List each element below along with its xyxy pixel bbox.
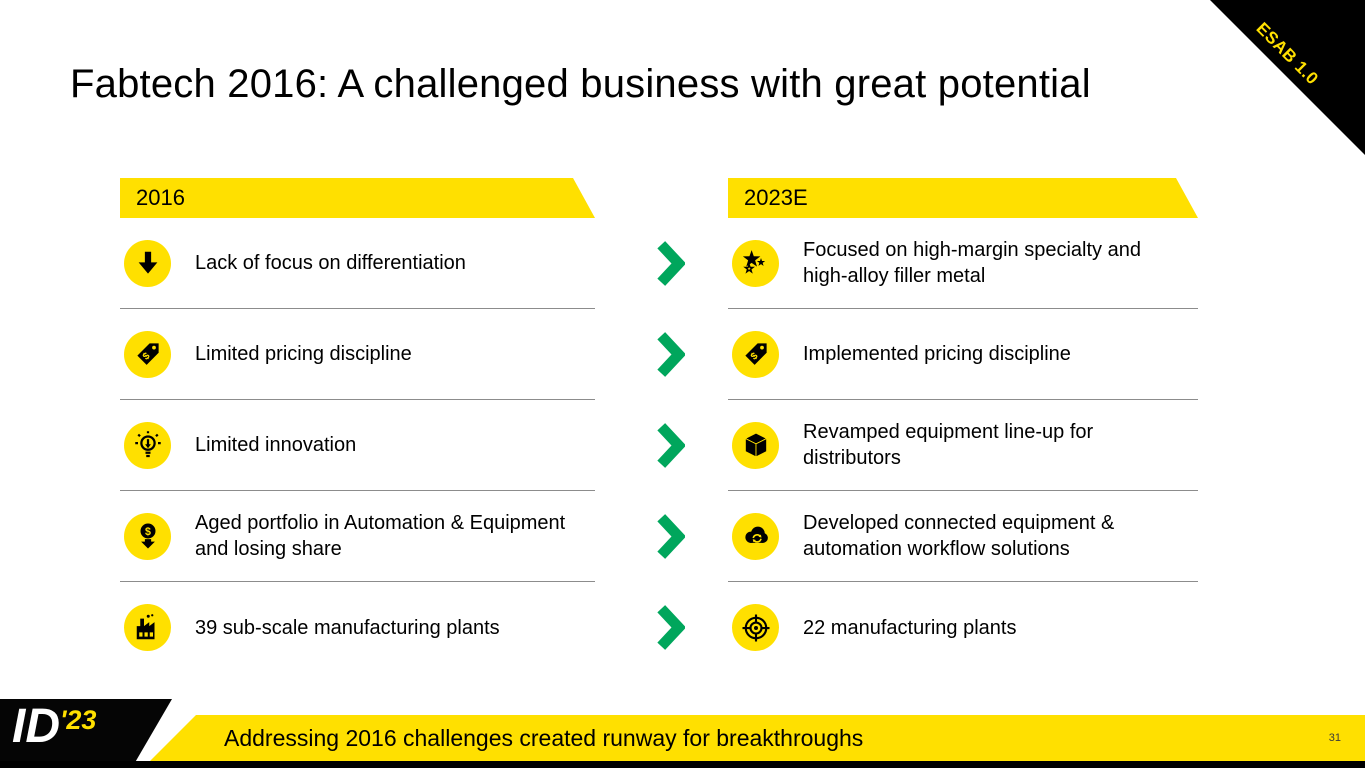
column-header-label: 2023E <box>744 185 808 210</box>
column-header-2023e: 2023E <box>728 178 1198 218</box>
chevron-right-icon <box>640 491 700 582</box>
price-tag-icon: $ <box>124 330 171 378</box>
chevron-column <box>640 218 700 673</box>
package-icon <box>732 421 779 469</box>
svg-text:$: $ <box>145 526 151 538</box>
column-2023e: 2023E Focused on high-margin specialty a… <box>728 178 1198 673</box>
list-item-text: Limited pricing discipline <box>195 343 412 365</box>
cloud-sync-icon <box>732 512 779 560</box>
svg-text:$: $ <box>140 350 152 362</box>
list-item-text: Developed connected equipment & automati… <box>803 512 1115 560</box>
chevron-right-icon <box>640 582 700 673</box>
esab-corner-ribbon: ESAB 1.0 <box>1210 0 1365 155</box>
list-item-text: Focused on high-margin specialty and hig… <box>803 239 1141 287</box>
list-item: Focused on high-margin specialty and hig… <box>728 218 1198 309</box>
list-item: $ Aged portfolio in Automation & Equipme… <box>120 491 595 582</box>
list-item: Limited innovation <box>120 400 595 491</box>
list-item: 39 sub-scale manufacturing plants <box>120 582 595 673</box>
list-item-text: 22 manufacturing plants <box>803 616 1017 639</box>
footer-banner-text: Addressing 2016 challenges created runwa… <box>224 724 864 751</box>
list-item: Lack of focus on differentiation <box>120 218 595 309</box>
list-item: $ Implemented pricing discipline <box>728 309 1198 400</box>
corner-triangle <box>1210 0 1365 155</box>
list-item-text: Lack of focus on differentiation <box>195 252 466 274</box>
arrow-down-icon <box>124 239 171 287</box>
price-tag-icon: $ <box>732 330 779 378</box>
id23-logo-text: ID <box>12 700 60 753</box>
list-item: Developed connected equipment & automati… <box>728 491 1198 582</box>
factory-icon <box>124 604 171 651</box>
svg-text:$: $ <box>748 350 760 362</box>
lightbulb-icon <box>124 421 171 469</box>
list-item: $ Limited pricing discipline <box>120 309 595 400</box>
footer-banner: Addressing 2016 challenges created runwa… <box>150 715 1365 761</box>
column-2016: 2016 Lack of focus on differentiation $ … <box>120 178 595 673</box>
bottom-strip <box>0 761 1365 768</box>
list-item-text: Aged portfolio in Automation & Equipment… <box>195 512 566 560</box>
list-item-text: Implemented pricing discipline <box>803 343 1071 365</box>
chevron-right-icon <box>640 218 700 309</box>
chevron-right-icon <box>640 400 700 491</box>
list-item: Revamped equipment line-up for distribut… <box>728 400 1198 491</box>
page-title: Fabtech 2016: A challenged business with… <box>70 62 1091 106</box>
target-icon <box>732 604 779 651</box>
id23-logo: ID '23 <box>0 699 172 761</box>
column-header-label: 2016 <box>136 185 185 210</box>
id23-logo-year: '23 <box>60 705 97 735</box>
list-item-text: Limited innovation <box>195 434 357 456</box>
chevron-right-icon <box>640 309 700 400</box>
stars-icon <box>732 239 779 287</box>
column-header-2016: 2016 <box>120 178 595 218</box>
list-item: 22 manufacturing plants <box>728 582 1198 673</box>
page-number: 31 <box>1328 732 1341 744</box>
list-item-text: 39 sub-scale manufacturing plants <box>195 616 500 639</box>
declining-value-icon: $ <box>124 512 171 560</box>
list-item-text: Revamped equipment line-up for distribut… <box>803 421 1094 469</box>
